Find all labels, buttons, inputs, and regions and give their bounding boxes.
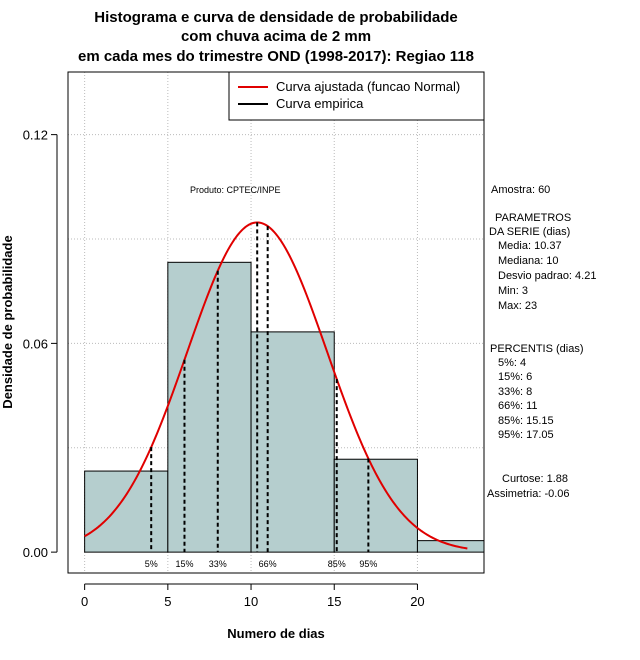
stat-p95: 95%: 17.05 xyxy=(498,429,554,441)
chart-title-line-3: em cada mes do trimestre OND (1998-2017)… xyxy=(78,48,474,65)
x-tick-label: 20 xyxy=(410,594,424,609)
percentile-label: 95% xyxy=(359,559,377,569)
stat-media: Media: 10.37 xyxy=(498,240,562,252)
normal-curve xyxy=(84,221,468,550)
stat-param-title-2: DA SERIE (dias) xyxy=(489,226,570,238)
histogram-bars xyxy=(84,261,485,553)
percentile-label: 85% xyxy=(328,559,346,569)
stats-panel: Amostra: 60 PARAMETROS DA SERIE (dias) M… xyxy=(487,184,596,500)
x-axis-title: Numero de dias xyxy=(227,626,325,641)
y-tick-label: 0.00 xyxy=(23,545,48,560)
stat-param-title-1: PARAMETROS xyxy=(495,212,571,224)
stat-desvio: Desvio padrao: 4.21 xyxy=(498,270,596,282)
stat-min: Min: 3 xyxy=(498,285,528,297)
y-tick-label: 0.06 xyxy=(23,336,48,351)
histogram-bar xyxy=(84,470,169,553)
stat-p5: 5%: 4 xyxy=(498,357,526,369)
legend-label-empirical: Curva empirica xyxy=(276,96,364,111)
stat-p33: 33%: 8 xyxy=(498,386,532,398)
stat-curtose: Curtose: 1.88 xyxy=(502,473,568,485)
stat-max: Max: 23 xyxy=(498,300,537,312)
percentile-label: 66% xyxy=(259,559,277,569)
legend: Curva ajustada (funcao Normal) Curva emp… xyxy=(228,71,485,121)
x-tick-label: 0 xyxy=(81,594,88,609)
percentile-label: 33% xyxy=(209,559,227,569)
legend-box xyxy=(228,71,485,121)
histogram-bar xyxy=(416,540,485,553)
chart-title-line-1: Histograma e curva de densidade de proba… xyxy=(94,9,457,26)
x-tick-label: 10 xyxy=(244,594,258,609)
chart-title-line-2: com chuva acima de 2 mm xyxy=(181,28,371,45)
percentile-label: 15% xyxy=(175,559,193,569)
stat-p66: 66%: 11 xyxy=(498,400,538,412)
legend-label-fitted: Curva ajustada (funcao Normal) xyxy=(276,79,460,94)
histogram-bar xyxy=(167,261,252,553)
percentile-label: 5% xyxy=(145,559,158,569)
stat-perc-title: PERCENTIS (dias) xyxy=(490,343,584,355)
stat-assimetria: Assimetria: -0.06 xyxy=(487,488,570,500)
axes: 0 5 10 15 20 0.00 0.06 0.12 xyxy=(23,128,425,609)
stat-mediana: Mediana: 10 xyxy=(498,255,559,267)
source-note: Produto: CPTEC/INPE xyxy=(190,185,281,195)
x-tick-label: 5 xyxy=(164,594,171,609)
stat-p85: 85%: 15.15 xyxy=(498,415,554,427)
stat-amostra: Amostra: 60 xyxy=(491,184,550,196)
x-tick-label: 15 xyxy=(327,594,341,609)
y-axis-title: Densidade de probabilidade xyxy=(0,235,15,408)
histogram-bar xyxy=(250,331,335,553)
percentile-lines: 5% 15% 33% 66% 85% 95% xyxy=(145,222,377,569)
stat-p15: 15%: 6 xyxy=(498,371,532,383)
y-tick-label: 0.12 xyxy=(23,128,48,143)
normal-curve-line xyxy=(84,221,468,550)
